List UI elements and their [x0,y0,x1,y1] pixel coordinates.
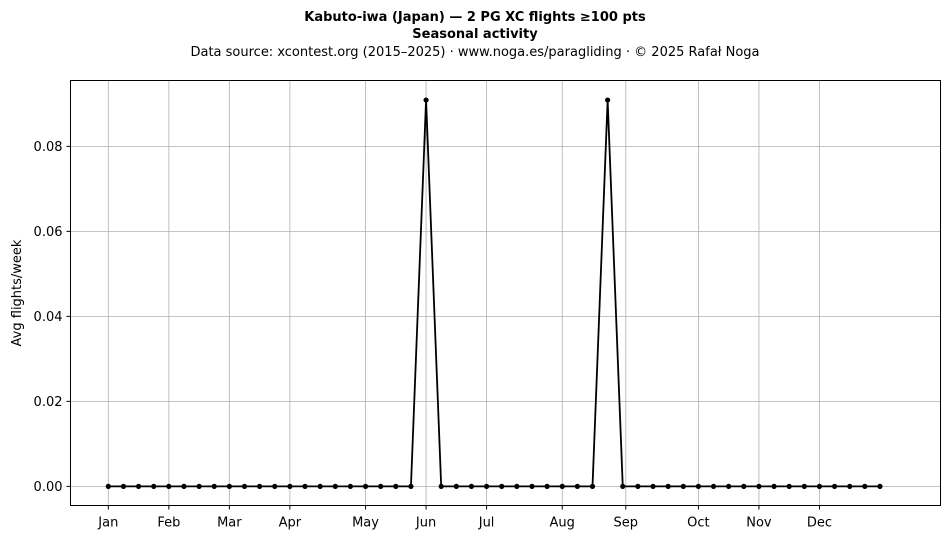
x-tick-label-may: May [352,516,379,531]
data-point [468,483,475,489]
data-point [695,483,702,489]
data-point [362,483,369,489]
data-point [862,483,868,489]
data-point [726,483,732,489]
data-point [120,483,127,489]
grid-layer [70,80,941,506]
data-point [166,483,172,489]
data-point [408,483,414,489]
y-tick-label-0-00: 0.00 [34,480,63,495]
data-point [650,483,656,489]
chart-subtitle: Seasonal activity [412,27,538,42]
data-point [665,483,671,489]
data-point [529,483,535,489]
data-point [816,483,823,489]
data-point [453,483,459,489]
plot-frame [70,80,941,506]
data-point [393,483,399,489]
x-tick-label-feb: Feb [157,516,180,531]
x-tick-label-sep: Sep [614,516,639,531]
data-point [423,97,429,103]
data-point [332,483,338,489]
data-point [211,483,217,489]
data-point [771,483,777,489]
data-point [105,483,111,489]
data-point [847,483,853,489]
x-tick-label-jan: Jan [97,516,118,531]
data-point [499,483,505,489]
data-point [241,483,248,489]
series-layer [105,97,883,489]
data-point [786,483,792,489]
data-point [196,483,202,489]
data-point [483,483,490,489]
data-point [559,483,565,489]
x-tick-label-dec: Dec [807,516,832,531]
data-point [317,483,323,489]
data-point [831,483,838,489]
data-point [438,483,444,489]
data-point [514,483,520,489]
data-point [181,483,187,489]
chart-source-line: Data source: xcontest.org (2015–2025) · … [190,45,759,60]
data-point [257,483,263,489]
data-point [574,483,580,489]
data-point [151,483,157,489]
data-point [620,483,626,489]
y-tick-label-0-04: 0.04 [34,310,63,325]
tick-layer: Jan Feb Mar Apr May Jun Jul Aug Sep Oct Nov Dec 0.00… [34,140,832,531]
x-tick-label-aug: Aug [550,516,575,531]
data-point [347,483,354,489]
y-tick-label-0-02: 0.02 [34,395,63,410]
x-tick-label-oct: Oct [687,516,709,531]
data-point [378,483,384,489]
data-point [589,483,596,489]
data-point [741,483,747,489]
data-point [544,483,550,489]
chart-title: Kabuto-iwa (Japan) — 2 PG XC flights ≥10… [304,10,646,25]
data-point [135,483,142,489]
data-point [756,483,762,489]
data-point [605,97,611,103]
x-tick-label-mar: Mar [217,516,242,531]
data-point [226,483,232,489]
data-point [680,483,686,489]
data-point [272,483,278,489]
data-point [302,483,308,489]
data-point [710,483,717,489]
x-tick-label-nov: Nov [746,516,772,531]
x-tick-label-jul: Jul [478,516,495,531]
data-point [877,483,883,489]
y-axis-label: Avg flights/week [10,239,25,346]
y-tick-label-0-08: 0.08 [34,140,63,155]
y-tick-label-0-06: 0.06 [34,225,63,240]
series-line-0 [108,100,880,488]
data-point [635,483,641,489]
data-point [287,483,293,489]
x-tick-label-jun: Jun [415,516,436,531]
x-tick-label-apr: Apr [279,516,302,531]
data-point [801,483,807,489]
